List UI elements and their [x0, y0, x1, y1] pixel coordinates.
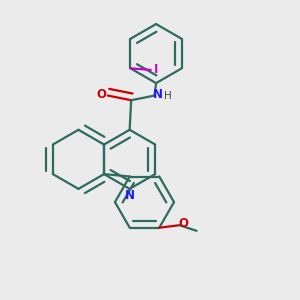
- Text: O: O: [97, 88, 106, 101]
- Text: I: I: [154, 63, 158, 76]
- Text: N: N: [124, 189, 135, 202]
- Text: H: H: [164, 91, 172, 101]
- Text: N: N: [153, 88, 163, 100]
- Text: O: O: [178, 218, 188, 230]
